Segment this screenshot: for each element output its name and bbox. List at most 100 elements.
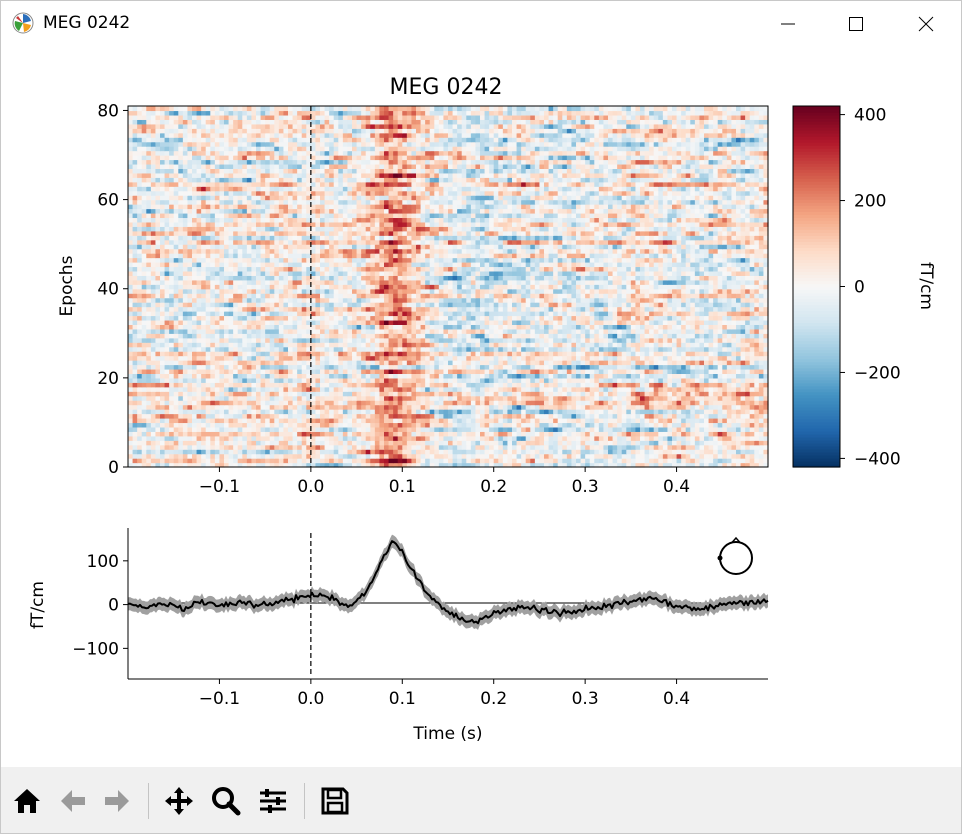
heatmap-cell xyxy=(690,342,696,348)
heatmap-cell xyxy=(365,311,371,317)
heatmap-cell xyxy=(649,417,655,424)
heatmap-cell xyxy=(150,449,157,455)
heatmap-cell xyxy=(347,409,353,415)
heatmap-cell xyxy=(594,355,600,361)
heatmap-cell xyxy=(763,346,769,352)
heatmap-cell xyxy=(132,346,138,352)
heatmap-cell xyxy=(589,319,595,325)
heatmap-cell xyxy=(694,311,701,317)
heatmap-cell xyxy=(274,422,280,428)
heatmap-cell xyxy=(388,417,394,424)
heatmap-cell xyxy=(621,351,627,357)
heatmap-cell xyxy=(690,462,696,468)
heatmap-cell xyxy=(726,440,733,446)
heatmap-cell xyxy=(214,328,221,334)
heatmap-cell xyxy=(388,306,394,312)
heatmap-cell xyxy=(653,404,659,410)
heatmap-cell xyxy=(438,453,445,459)
heatmap-cell xyxy=(141,351,147,357)
heatmap-cell xyxy=(338,373,344,379)
heatmap-cell xyxy=(370,458,376,464)
heatmap-cell xyxy=(713,462,719,468)
heatmap-cell xyxy=(411,462,417,468)
heatmap-cell xyxy=(484,315,490,321)
heatmap-cell xyxy=(224,333,230,339)
heatmap-cell xyxy=(155,391,161,397)
heatmap-cell xyxy=(288,337,294,343)
heatmap-cell xyxy=(219,462,225,468)
heatmap-cell xyxy=(516,458,522,464)
heatmap-cell xyxy=(228,453,234,459)
heatmap-cell xyxy=(164,324,170,330)
heatmap-cell xyxy=(429,319,435,325)
heatmap-cell xyxy=(397,373,403,379)
heatmap-cell xyxy=(736,395,742,401)
heatmap-cell xyxy=(406,306,413,312)
heatmap-cell xyxy=(324,413,330,419)
heatmap-cell xyxy=(128,346,134,352)
heatmap-cell xyxy=(233,453,239,459)
heatmap-cell xyxy=(493,306,499,312)
heatmap-cell xyxy=(347,342,353,348)
heatmap-cell xyxy=(292,413,298,419)
heatmap-cell xyxy=(182,324,189,330)
heatmap-cell xyxy=(237,431,243,437)
heatmap-cell xyxy=(475,431,481,437)
heatmap-cell xyxy=(169,324,175,330)
heatmap-cell xyxy=(269,342,275,348)
heatmap-cell xyxy=(672,346,678,352)
heatmap-cell xyxy=(352,319,358,325)
heatmap-cell xyxy=(301,400,307,406)
heatmap-cell xyxy=(745,431,751,437)
heatmap-cell xyxy=(649,400,655,406)
heatmap-cell xyxy=(141,360,147,366)
heatmap-cell xyxy=(685,337,691,343)
heatmap-cell xyxy=(685,328,691,334)
heatmap-cell xyxy=(443,422,449,428)
heatmap-cell xyxy=(630,453,637,459)
heatmap-cell xyxy=(580,426,586,432)
heatmap-cell xyxy=(164,368,170,375)
heatmap-cell xyxy=(246,355,253,361)
heatmap-cell xyxy=(361,409,367,415)
heatmap-cell xyxy=(594,311,600,317)
heatmap-cell xyxy=(740,386,746,392)
heatmap-cell xyxy=(438,417,445,424)
heatmap-cell xyxy=(201,342,207,348)
heatmap-cell xyxy=(210,315,216,321)
heatmap-cell xyxy=(169,444,175,450)
heatmap-cell xyxy=(347,368,353,375)
maximize-button[interactable] xyxy=(833,1,879,45)
heatmap-cell xyxy=(653,453,659,459)
heatmap-cell xyxy=(466,315,472,321)
heatmap-cell xyxy=(754,319,760,325)
heatmap-cell xyxy=(694,328,701,334)
heatmap-cell xyxy=(256,431,262,437)
heatmap-cell xyxy=(502,435,509,441)
heatmap-cell xyxy=(443,426,449,432)
heatmap-cell xyxy=(274,417,280,424)
heatmap-cell xyxy=(214,315,221,321)
heatmap-cell xyxy=(530,440,536,446)
heatmap-cell xyxy=(342,360,349,366)
heatmap-cell xyxy=(192,337,198,343)
heatmap-cell xyxy=(653,413,659,419)
heatmap-cell xyxy=(681,368,687,375)
heatmap-cell xyxy=(521,444,527,450)
heatmap-cell xyxy=(566,435,573,441)
heatmap-cell xyxy=(429,453,435,459)
heatmap-cell xyxy=(580,319,586,325)
heatmap-cell xyxy=(562,337,568,343)
heatmap-cell xyxy=(246,422,253,428)
close-button[interactable] xyxy=(903,1,949,45)
minimize-button[interactable] xyxy=(765,1,811,45)
heatmap-cell xyxy=(745,462,751,468)
heatmap-cell xyxy=(589,462,595,468)
heatmap-cell xyxy=(653,333,659,339)
heatmap-cell xyxy=(347,337,353,343)
heatmap-cell xyxy=(356,337,362,343)
title-bar[interactable]: MEG 0242 xyxy=(1,1,961,45)
heatmap-cell xyxy=(416,453,422,459)
